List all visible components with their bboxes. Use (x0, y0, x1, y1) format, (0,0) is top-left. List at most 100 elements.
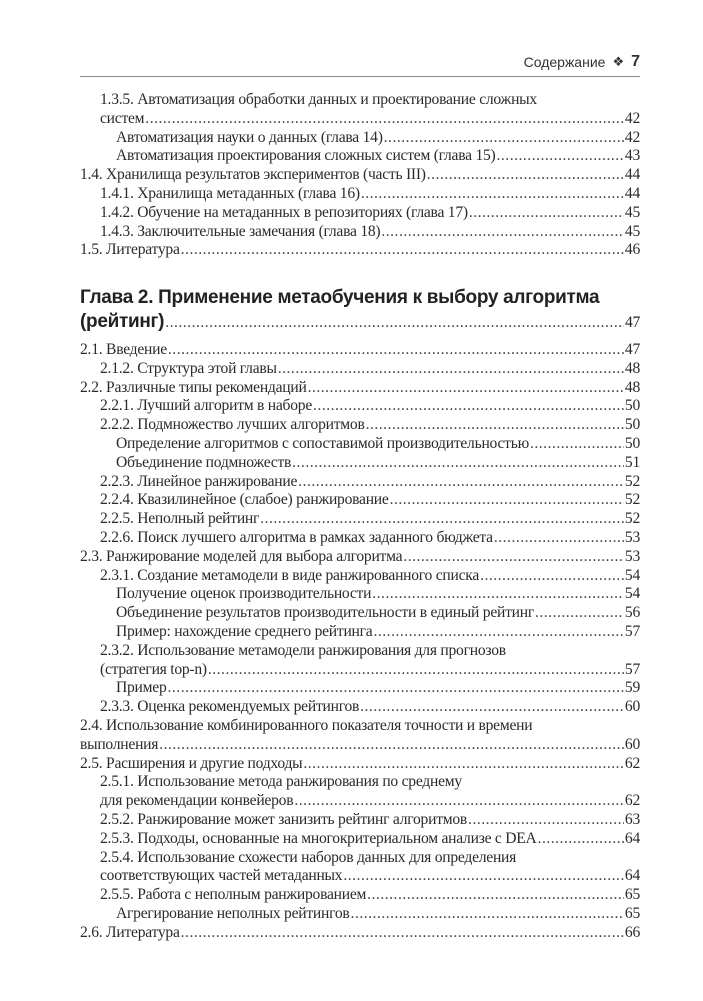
dot-leader (403, 548, 624, 567)
toc-entry-title: 2.2.3. Линейное ранжирование (100, 472, 298, 490)
toc-entry[interactable]: 2.3.1. Создание метамодели в виде ранжир… (80, 567, 640, 586)
toc-entry-title-line1: 1.3.5. Автоматизация обработки данных и … (100, 91, 537, 108)
toc-entry[interactable]: 2.5.3. Подходы, основанные на многокрите… (80, 830, 640, 849)
toc-entry-title: для рекомендации конвейеров (100, 792, 294, 810)
dot-leader (208, 661, 624, 680)
toc-entry[interactable]: Агрегирование неполных рейтингов 65 (80, 905, 640, 924)
toc-entry[interactable]: 2.5.1. Использование метода ранжирования… (80, 773, 640, 811)
toc-entry-title: 2.5. Расширения и другие подходы (80, 754, 303, 772)
toc-entry[interactable]: Объединение подмножеств 51 (80, 454, 640, 473)
toc-entry[interactable]: 1.5. Литература 46 (80, 241, 640, 260)
toc-entry-page-number: 44 (624, 166, 640, 184)
toc-entry[interactable]: 2.3. Ранжирование моделей для выбора алг… (80, 548, 640, 567)
toc-entry-title: 2.5.5. Работа с неполным ранжированием (100, 886, 367, 904)
toc-entry-page-number: 42 (624, 109, 640, 127)
toc-entry[interactable]: 2.2. Различные типы рекомендаций 48 (80, 379, 640, 398)
dot-leader (480, 567, 624, 586)
dot-leader (373, 623, 623, 642)
toc-entry-page-number: 65 (624, 886, 640, 904)
toc-entry-title-line1: 2.3.2. Использование метамодели ранжиров… (100, 641, 506, 659)
toc-entry-page-number: 45 (624, 222, 640, 240)
toc-entry[interactable]: 2.1. Введение 47 (80, 341, 640, 360)
toc-entry-page-number: 51 (624, 453, 640, 471)
toc-entry[interactable]: Определение алгоритмов с сопоставимой пр… (80, 435, 640, 454)
toc-entry[interactable]: Автоматизация проектирования сложных сис… (80, 147, 640, 166)
toc-entry-title-line1: 2.5.1. Использование метода ранжирования… (100, 773, 462, 791)
toc-entry-title: 1.4.1. Хранилища метаданных (глава 16) (100, 184, 360, 202)
toc-entry-page-number: 52 (624, 472, 640, 490)
toc-entry-page-number: 54 (624, 585, 640, 603)
toc-entry[interactable]: 2.5.5. Работа с неполным ранжированием 65 (80, 886, 640, 905)
toc-entry[interactable]: 2.2.3. Линейное ранжирование 52 (80, 473, 640, 492)
toc-entry-title: 2.2.6. Поиск лучшего алгоритма в рамках … (100, 528, 493, 546)
toc-entry[interactable]: 2.5.4. Использование схожести наборов да… (80, 849, 640, 887)
dot-leader (298, 473, 624, 492)
page-number: 7 (631, 53, 640, 70)
toc-entry-title: 2.1. Введение (80, 341, 167, 358)
toc-entry-page-number: 44 (624, 184, 640, 202)
toc-entry[interactable]: 2.5.2. Ранжирование может занизить рейти… (80, 811, 640, 830)
toc-entry[interactable]: 1.4. Хранилища результатов экспериментов… (80, 166, 640, 185)
dot-leader (366, 416, 624, 435)
toc-entry[interactable]: 2.3.3. Оценка рекомендуемых рейтингов 60 (80, 698, 640, 717)
dot-leader (530, 435, 624, 454)
toc-entry[interactable]: 2.2.4. Квазилинейное (слабое) ранжирован… (80, 491, 640, 510)
toc-entry-page-number: 63 (624, 810, 640, 828)
toc-entry-page-number: 52 (624, 510, 640, 528)
toc-entry[interactable]: 2.3.2. Использование метамодели ранжиров… (80, 642, 640, 680)
dot-leader (381, 223, 624, 242)
chapter-title-line1: Глава 2. Применение метаобучения к выбор… (80, 287, 600, 308)
dot-leader (278, 360, 624, 379)
toc-entry-page-number: 54 (624, 566, 640, 584)
toc-entry[interactable]: 2.6. Литература 66 (80, 924, 640, 943)
dot-leader (260, 510, 624, 529)
toc-entry[interactable]: 1.4.3. Заключительные замечания (глава 1… (80, 223, 640, 242)
toc-entry-title: систем (100, 109, 145, 127)
toc-entry[interactable]: 1.4.2. Обучение на метаданных в репозито… (80, 204, 640, 223)
toc-entry-title: Объединение подмножеств (116, 453, 292, 471)
dot-leader (360, 698, 624, 717)
toc-entry-title: Объединение результатов производительнос… (116, 604, 534, 622)
toc-entry-title: Агрегирование неполных рейтингов (116, 904, 350, 922)
toc-entry-title: 2.2.1. Лучший алгоритм в наборе (100, 397, 313, 415)
toc-entry[interactable]: 2.5. Расширения и другие подходы 62 (80, 755, 640, 774)
toc-entry-title: 1.4.2. Обучение на метаданных в репозито… (100, 203, 468, 221)
toc-entry[interactable]: Получение оценок производительности 54 (80, 585, 640, 604)
toc-entry-title: соответствующих частей метаданных (100, 867, 343, 885)
dot-leader (538, 830, 624, 849)
dot-leader (168, 679, 624, 698)
toc-entry[interactable]: Автоматизация науки о данных (глава 14) 4… (80, 129, 640, 148)
toc-entry-title: Пример: нахождение среднего рейтинга (116, 622, 373, 640)
toc-entry[interactable]: 2.2.5. Неполный рейтинг 52 (80, 510, 640, 529)
toc-entry-title: 2.2.2. Подмножество лучших алгоритмов (100, 416, 365, 434)
toc-entry[interactable]: Пример: нахождение среднего рейтинга 57 (80, 623, 640, 642)
dot-leader (361, 185, 624, 204)
chapter-title-line2: (рейтинг) (80, 311, 165, 332)
toc-entry-title: 2.3.1. Создание метамодели в виде ранжир… (100, 566, 480, 584)
toc-entry-title: Пример (116, 679, 167, 697)
toc-entry-title: 2.5.2. Ранжирование может занизить рейти… (100, 810, 468, 828)
dot-leader (372, 585, 624, 604)
toc-entry[interactable]: 2.4. Использование комбинированного пока… (80, 717, 640, 755)
toc-chapter-heading[interactable]: Глава 2. Применение метаобучения к выбор… (80, 286, 640, 335)
dot-leader (308, 379, 624, 398)
dot-leader (497, 147, 624, 166)
toc-entry[interactable]: Пример 59 (80, 679, 640, 698)
ornament-icon: ❖ (612, 54, 625, 69)
dot-leader (303, 755, 624, 774)
toc-entry[interactable]: 2.1.2. Структура этой главы 48 (80, 360, 640, 379)
toc-entry[interactable]: Объединение результатов производительнос… (80, 604, 640, 623)
toc-entry[interactable]: 2.2.2. Подмножество лучших алгоритмов 50 (80, 416, 640, 435)
dot-leader (390, 491, 624, 510)
toc-entry[interactable]: 2.2.1. Лучший алгоритм в наборе 50 (80, 397, 640, 416)
toc-entry-page-number: 42 (624, 128, 640, 146)
toc-entry[interactable]: 1.4.1. Хранилища метаданных (глава 16) 44 (80, 185, 640, 204)
toc-entry-title: 2.2. Различные типы рекомендаций (80, 378, 307, 396)
toc-entry-title: 2.1.2. Структура этой главы (100, 359, 277, 377)
toc-entry[interactable]: 2.2.6. Поиск лучшего алгоритма в рамках … (80, 529, 640, 548)
toc-entry-page-number: 46 (624, 241, 640, 259)
toc-entry[interactable]: 1.3.5. Автоматизация обработки данных и … (80, 91, 640, 129)
toc-entry-page-number: 47 (624, 341, 640, 358)
toc-entry-title: Получение оценок производительности (116, 585, 372, 603)
dot-leader (367, 886, 624, 905)
